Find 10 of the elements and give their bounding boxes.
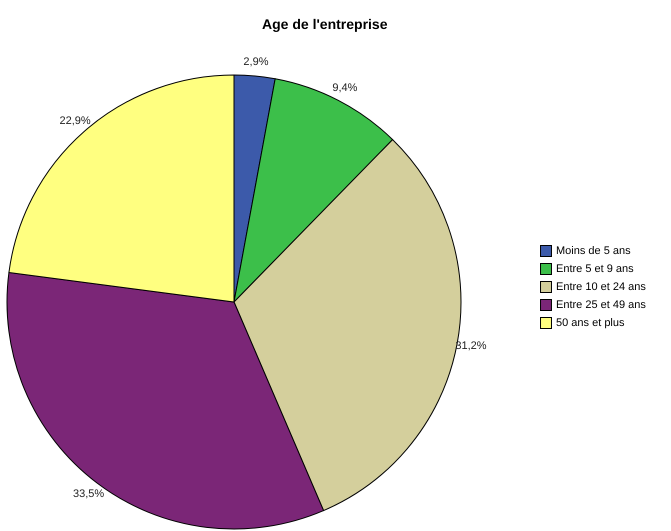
data-label: 2,9%	[243, 56, 269, 68]
chart-title: Age de l'entreprise	[262, 16, 388, 32]
legend-label: Entre 25 et 49 ans	[556, 299, 646, 311]
legend-label: 50 ans et plus	[556, 317, 625, 329]
legend-label: Moins de 5 ans	[556, 245, 632, 257]
legend-label: Entre 5 et 9 ans	[556, 263, 634, 275]
legend-label: Entre 10 et 24 ans	[556, 281, 646, 293]
data-label: 33,5%	[72, 488, 104, 500]
data-label: 22,9%	[59, 114, 91, 127]
data-label: 9,4%	[332, 82, 358, 94]
